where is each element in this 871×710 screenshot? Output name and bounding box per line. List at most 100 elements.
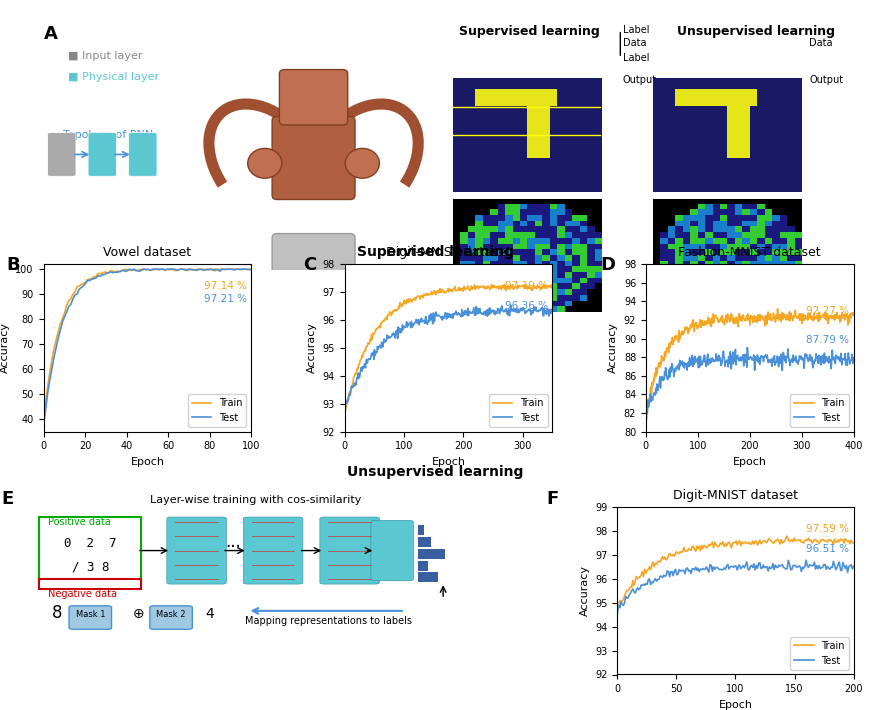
Test (848, 562, 859, 571)
Test (340, 403, 350, 412)
Text: 97.14 %: 97.14 % (204, 281, 247, 291)
Train (544, 282, 555, 290)
Circle shape (247, 148, 282, 178)
Legend: Train, Test: Train, Test (790, 637, 848, 670)
Train (641, 407, 652, 415)
Text: Mask 2: Mask 2 (156, 610, 186, 618)
Text: Negative data: Negative data (48, 589, 117, 599)
Train (612, 603, 623, 611)
Test (792, 357, 802, 366)
Train (793, 312, 803, 321)
Train (848, 311, 859, 320)
Test (545, 310, 556, 318)
Train (120, 265, 131, 273)
Test (395, 324, 406, 333)
Test (848, 354, 859, 363)
Text: Label: Label (623, 25, 649, 35)
FancyBboxPatch shape (243, 517, 303, 584)
Legend: Train, Test: Train, Test (489, 394, 548, 427)
Text: 0  2  7: 0 2 7 (64, 537, 117, 550)
Test (801, 556, 812, 564)
Text: 96.51 %: 96.51 % (806, 544, 849, 554)
Text: 8: 8 (52, 604, 63, 622)
Test (340, 399, 350, 408)
Text: Mask 1: Mask 1 (76, 610, 105, 618)
Test (463, 304, 473, 312)
Text: Positive data: Positive data (48, 517, 111, 527)
Test (838, 558, 848, 567)
Test (38, 422, 49, 430)
Test (505, 301, 516, 310)
Test (547, 305, 557, 313)
Test (86, 275, 97, 283)
Line: Train: Train (618, 536, 854, 607)
Text: Layer-wise training with cos-similarity: Layer-wise training with cos-similarity (151, 496, 361, 506)
Train (656, 555, 666, 564)
Train (547, 283, 557, 291)
Line: Test: Test (646, 348, 854, 419)
Train (450, 286, 461, 295)
Text: ■ Input layer: ■ Input layer (68, 51, 142, 62)
Train (772, 314, 782, 322)
Test (656, 572, 666, 581)
FancyBboxPatch shape (272, 116, 355, 200)
FancyBboxPatch shape (167, 517, 226, 584)
Train (238, 266, 248, 274)
Train (792, 312, 802, 321)
Train (838, 535, 848, 544)
X-axis label: Epoch: Epoch (131, 457, 165, 467)
Train (78, 279, 89, 288)
Train (436, 288, 446, 297)
FancyBboxPatch shape (69, 606, 111, 629)
Text: Data: Data (809, 38, 833, 48)
Train (724, 313, 734, 322)
Title: Vowel dataset: Vowel dataset (104, 246, 192, 259)
Text: / 3 8: / 3 8 (71, 561, 109, 574)
Text: C: C (303, 256, 316, 274)
Line: Test: Test (44, 269, 251, 426)
Train (709, 316, 719, 324)
Test (147, 265, 158, 273)
FancyBboxPatch shape (129, 133, 157, 176)
Text: 97.19 %: 97.19 % (505, 281, 548, 291)
Text: 87.79 %: 87.79 % (807, 334, 849, 344)
Train (641, 406, 652, 415)
Text: 97.21 %: 97.21 % (204, 295, 247, 305)
Train (666, 339, 677, 347)
Text: Output: Output (623, 75, 657, 85)
Text: Topology of PNN: Topology of PNN (64, 130, 153, 140)
Test (436, 314, 446, 322)
Train (782, 532, 793, 540)
Text: E: E (1, 491, 13, 508)
Text: Supervised learning: Supervised learning (357, 245, 514, 259)
Text: Output: Output (809, 75, 843, 85)
Title: Digit-MNIST dataset: Digit-MNIST dataset (673, 488, 798, 502)
Test (232, 265, 242, 273)
Bar (417, 561, 428, 571)
FancyBboxPatch shape (280, 70, 348, 125)
Test (626, 586, 637, 595)
Train (38, 415, 49, 424)
Train (675, 547, 685, 556)
FancyBboxPatch shape (39, 579, 141, 589)
Bar (417, 537, 431, 547)
Train (147, 266, 158, 274)
Legend: Train, Test: Train, Test (188, 394, 246, 427)
Y-axis label: Accuracy: Accuracy (307, 322, 317, 373)
Text: ■ Physical layer: ■ Physical layer (68, 72, 159, 82)
Bar (417, 549, 445, 559)
Circle shape (345, 148, 380, 178)
Text: A: A (44, 25, 57, 43)
Train (232, 265, 242, 273)
FancyBboxPatch shape (39, 517, 141, 584)
Test (78, 282, 89, 290)
FancyBboxPatch shape (150, 606, 192, 629)
Y-axis label: Accuracy: Accuracy (608, 322, 618, 373)
Line: Train: Train (646, 309, 854, 411)
Train (165, 266, 175, 274)
Test (641, 415, 652, 423)
Test (773, 356, 783, 364)
Test (675, 567, 685, 575)
FancyBboxPatch shape (88, 133, 117, 176)
Line: Train: Train (44, 269, 251, 420)
